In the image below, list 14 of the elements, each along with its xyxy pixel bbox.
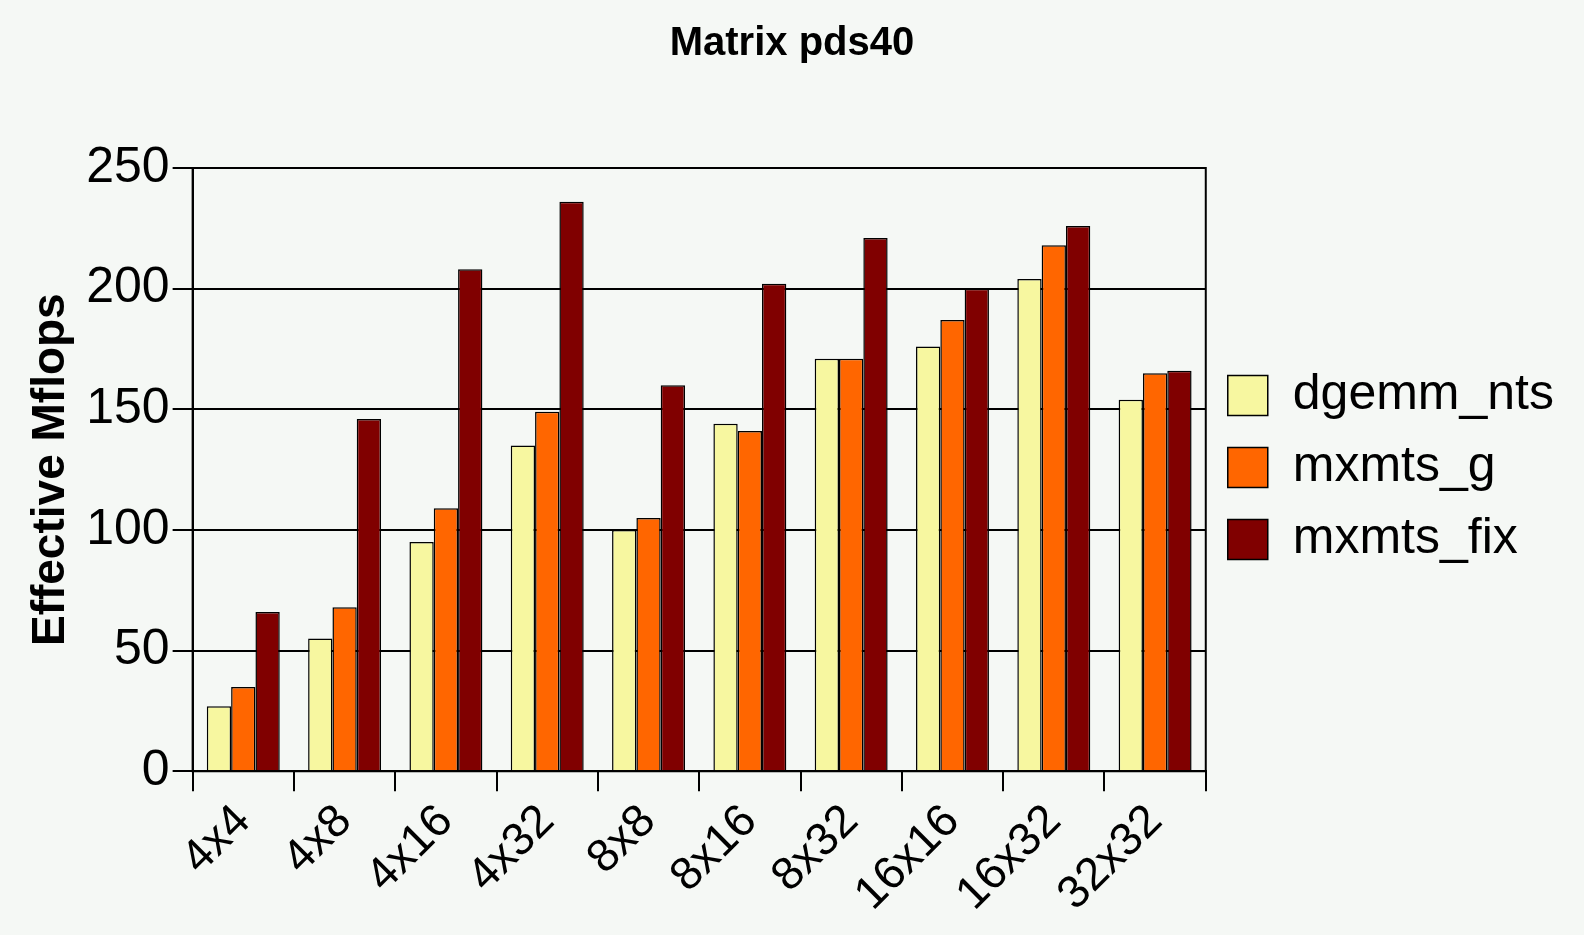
legend-label: mxmts_fix (1292, 508, 1518, 565)
y-tick-label: 150 (86, 378, 170, 435)
legend-label: mxmts_g (1292, 436, 1496, 493)
y-tick-label: 200 (86, 257, 170, 314)
legend-label: dgemm_nts (1292, 364, 1554, 421)
x-tick-label: 4x4 (170, 793, 260, 883)
y-tick-label: 100 (86, 498, 170, 555)
y-tick-label: 0 (141, 740, 170, 797)
y-axis-title: Effective Mflops (22, 293, 75, 647)
y-tick-label: 50 (114, 619, 170, 676)
chart-title: Matrix pds40 (669, 19, 915, 64)
y-tick-label: 250 (86, 136, 170, 193)
x-tick-label: 4x8 (271, 793, 361, 883)
x-tick-label: 8x8 (575, 793, 665, 883)
